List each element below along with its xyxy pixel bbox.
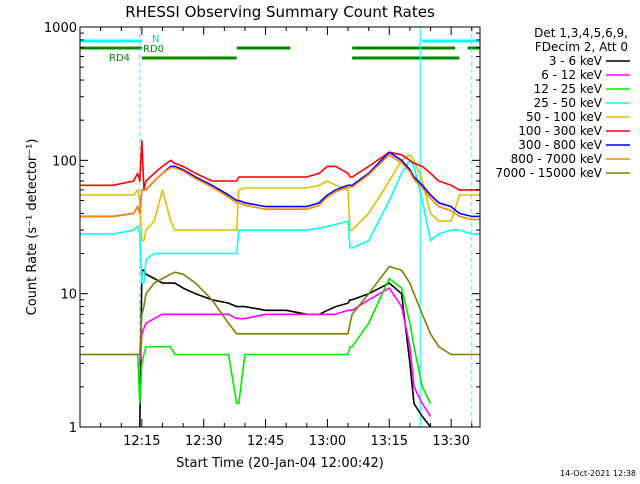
y-axis-title: Count Rate (s⁻¹ detector⁻¹): [25, 139, 40, 316]
x-axis-title: Start Time (20-Jan-04 12:00:42): [176, 456, 384, 471]
x-tick-label-3: 13:00: [309, 434, 346, 449]
series-line-0: [139, 269, 432, 428]
axes: 1 10 100 1000 12:15 12:30 12:45 13:00 13:15 13:30: [44, 21, 480, 449]
x-tick-label-2: 12:45: [247, 434, 284, 449]
series-line-2: [80, 277, 432, 405]
series-line-8: [80, 265, 480, 356]
series-line-4: [80, 154, 480, 242]
y-tick-label-0: 1: [69, 421, 77, 436]
legend-label-4: 50 - 100 keV: [526, 110, 603, 124]
legend-header-line-1: Det 1,3,4,5,6,9,: [534, 26, 628, 40]
x-tick-label-1: 12:30: [185, 434, 222, 449]
y-tick-label-1: 10: [60, 288, 77, 303]
marker-rd0-label: RD0: [143, 44, 164, 55]
x-tick-label-5: 13:30: [432, 434, 469, 449]
legend-label-5: 100 - 300 keV: [518, 124, 602, 138]
chart-title: RHESSI Observing Summary Count Rates: [125, 3, 435, 21]
legend-header-line-2: FDecim 2, Att 0: [535, 40, 628, 54]
legend-label-2: 12 - 25 keV: [534, 82, 603, 96]
marker-rd4-label: RD4: [109, 53, 130, 64]
series-line-5: [80, 140, 480, 191]
y-tick-label-2: 100: [52, 154, 77, 169]
legend-label-7: 800 - 7000 keV: [511, 152, 603, 166]
vertical-markers: [139, 27, 473, 427]
flag-bars: [80, 39, 480, 60]
x-tick-label-4: 13:15: [371, 434, 408, 449]
plot-frame: [79, 26, 481, 428]
series-line-1: [139, 287, 432, 417]
marker-n-label: N: [152, 34, 159, 45]
legend-label-3: 25 - 50 keV: [534, 96, 603, 110]
footer-date: 14-Oct-2021 12:38: [560, 469, 636, 478]
series-lines: [80, 140, 480, 428]
legend-label-1: 6 - 12 keV: [541, 68, 603, 82]
x-tick-label-0: 12:15: [123, 434, 160, 449]
y-tick-label-3: 1000: [44, 21, 77, 36]
legend-label-0: 3 - 6 keV: [549, 54, 603, 68]
legend-label-6: 300 - 800 keV: [518, 138, 602, 152]
legend-label-8: 7000 - 15000 keV: [495, 166, 602, 180]
series-line-7: [80, 154, 480, 221]
